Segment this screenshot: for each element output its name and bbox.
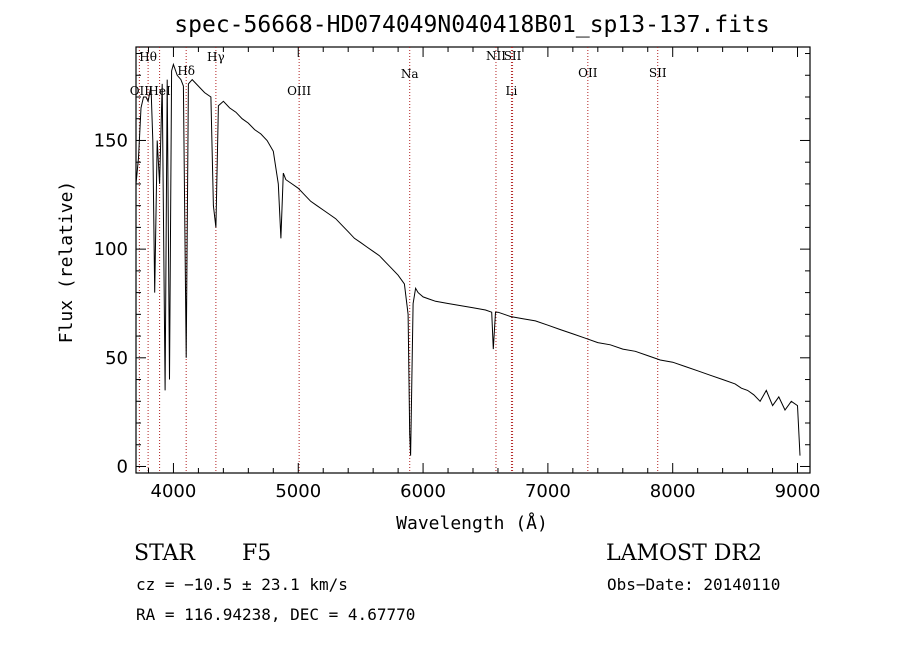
x-tick-label: 4000 bbox=[151, 481, 197, 502]
coordinates: RA = 116.94238, DEC = 4.67770 bbox=[136, 605, 415, 624]
line-marker-label: NII bbox=[486, 49, 506, 63]
y-tick-label: 50 bbox=[105, 348, 128, 369]
x-axis-ticks: 4000 5000 6000 7000 8000 9000 bbox=[147, 47, 821, 502]
line-marker-label: OII bbox=[578, 66, 598, 80]
observation-date: Obs−Date: 20140110 bbox=[607, 575, 780, 594]
line-marker-label: OIII bbox=[287, 84, 311, 98]
survey-name: LAMOST DR2 bbox=[606, 541, 762, 566]
x-tick-label: 6000 bbox=[400, 481, 446, 502]
x-tick-label: 7000 bbox=[525, 481, 571, 502]
chart-title: spec-56668-HD074049N040418B01_sp13-137.f… bbox=[174, 12, 769, 38]
object-subclass: F5 bbox=[242, 541, 271, 566]
line-marker-label: Li bbox=[506, 84, 518, 98]
line-marker-label: Na bbox=[401, 67, 419, 81]
object-class: STAR bbox=[134, 541, 196, 566]
line-marker-label: SII bbox=[649, 66, 667, 80]
line-marker-label: Hγ bbox=[207, 50, 225, 64]
x-tick-label: 9000 bbox=[775, 481, 821, 502]
x-tick-label: 8000 bbox=[650, 481, 696, 502]
x-axis-label: Wavelength (Å) bbox=[396, 512, 548, 534]
redshift-velocity: cz = −10.5 ± 23.1 km/s bbox=[136, 575, 348, 594]
line-marker-label: HeI bbox=[148, 84, 171, 98]
line-marker-label: OII bbox=[130, 84, 150, 98]
x-tick-label: 5000 bbox=[275, 481, 321, 502]
line-marker-label: Hθ bbox=[139, 50, 157, 64]
y-axis-ticks: 0 50 100 150 bbox=[94, 53, 810, 477]
y-tick-label: 150 bbox=[94, 130, 128, 151]
spectrum-line bbox=[135, 62, 801, 456]
y-tick-label: 100 bbox=[94, 239, 128, 260]
y-tick-label: 0 bbox=[117, 456, 128, 477]
line-marker-label: Hδ bbox=[177, 64, 195, 78]
y-axis-label: Flux (relative) bbox=[56, 181, 77, 344]
plot-frame bbox=[135, 46, 811, 474]
line-marker-label: SII bbox=[504, 49, 522, 63]
